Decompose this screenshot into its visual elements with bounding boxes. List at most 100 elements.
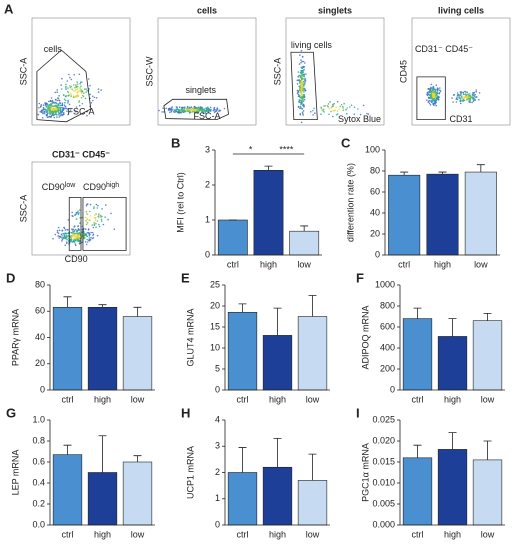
gate — [416, 76, 446, 121]
event-dot — [205, 107, 208, 110]
event-dot — [471, 95, 474, 97]
event-dot — [97, 215, 100, 218]
event-dot — [60, 106, 62, 109]
y-axis-label: MFI (rel to Ctrl) — [175, 172, 185, 233]
event-dot — [468, 100, 470, 102]
error-bar — [264, 165, 273, 171]
event-dot — [96, 207, 99, 209]
event-dot — [298, 81, 301, 83]
x-tick-label: low — [131, 529, 145, 539]
event-dot — [75, 94, 78, 97]
event-dot — [197, 108, 200, 111]
event-dot — [462, 91, 465, 94]
event-dot — [49, 103, 51, 106]
event-dot — [468, 96, 471, 98]
event-dot — [73, 239, 76, 241]
event-dot — [98, 213, 100, 215]
event-dot — [302, 83, 305, 85]
error-bar — [400, 171, 409, 176]
event-dot — [312, 109, 314, 112]
bar — [402, 318, 433, 391]
event-dot — [86, 235, 89, 238]
event-dot — [439, 90, 442, 92]
y-tick-label: 0.005 — [372, 498, 395, 508]
event-dot — [75, 85, 77, 87]
event-dot — [73, 226, 75, 228]
event-dot — [345, 108, 347, 111]
event-dot — [193, 107, 196, 109]
event-dot — [78, 89, 81, 92]
event-dot — [93, 96, 96, 99]
event-dot — [50, 111, 52, 113]
event-dot — [300, 59, 302, 61]
event-dot — [88, 233, 90, 235]
event-dot — [101, 208, 103, 210]
error-bar — [483, 440, 492, 460]
event-dot — [72, 89, 75, 92]
event-dot — [100, 89, 102, 91]
event-dot — [79, 242, 81, 245]
event-dot — [64, 244, 66, 246]
event-dot — [303, 68, 305, 71]
event-dot — [61, 229, 64, 232]
event-dot — [93, 222, 95, 224]
event-dot — [67, 113, 69, 116]
event-dot — [426, 99, 428, 101]
event-dot — [72, 233, 75, 236]
event-dot — [51, 102, 54, 104]
event-dot — [91, 231, 94, 234]
y-tick-label: 0.2 — [32, 498, 45, 508]
event-dot — [87, 78, 90, 80]
event-dot — [300, 85, 303, 88]
event-dot — [350, 104, 353, 106]
event-dot — [357, 108, 359, 110]
y-tick-label: 20 — [35, 358, 45, 368]
event-dot — [78, 240, 81, 243]
event-dot — [86, 221, 89, 224]
event-dot — [46, 108, 48, 110]
event-dot — [71, 88, 73, 90]
event-dot — [216, 109, 218, 111]
event-dot — [95, 222, 97, 225]
event-dot — [60, 88, 63, 90]
event-dot — [56, 229, 59, 232]
event-dot — [85, 243, 88, 246]
y-axis-label: LEP mRNA — [10, 450, 20, 496]
event-dot — [76, 240, 79, 242]
event-dot — [70, 94, 73, 96]
event-dot — [63, 112, 65, 114]
error-bar — [273, 307, 282, 336]
event-dot — [79, 82, 81, 85]
bar — [227, 472, 258, 526]
event-dot — [301, 98, 304, 100]
event-dot — [61, 104, 63, 106]
event-dot — [455, 97, 458, 99]
event-dot — [88, 237, 90, 239]
y-tick-label: 0.4 — [32, 477, 45, 487]
event-dot — [67, 229, 69, 231]
event-dot — [90, 231, 92, 234]
event-dot — [79, 222, 81, 224]
event-dot — [73, 231, 75, 233]
event-dot — [462, 99, 465, 102]
event-dot — [77, 228, 80, 230]
event-dot — [223, 107, 226, 110]
panel-label: H — [181, 405, 190, 420]
event-dot — [466, 98, 469, 101]
y-tick-label: 20 — [210, 300, 220, 310]
event-dot — [328, 113, 330, 116]
x-tick-label: high — [260, 259, 277, 269]
event-dot — [472, 100, 475, 103]
event-dot — [171, 108, 174, 111]
event-dot — [297, 71, 300, 73]
y-tick-label: 40 — [35, 332, 45, 342]
event-dot — [93, 207, 95, 210]
event-dot — [97, 91, 100, 93]
event-dot — [467, 95, 470, 97]
panel-label: I — [356, 405, 360, 420]
event-dot — [88, 219, 90, 222]
event-dot — [207, 111, 210, 113]
error-bar — [300, 225, 309, 232]
event-dot — [297, 75, 300, 78]
event-dot — [312, 114, 314, 116]
